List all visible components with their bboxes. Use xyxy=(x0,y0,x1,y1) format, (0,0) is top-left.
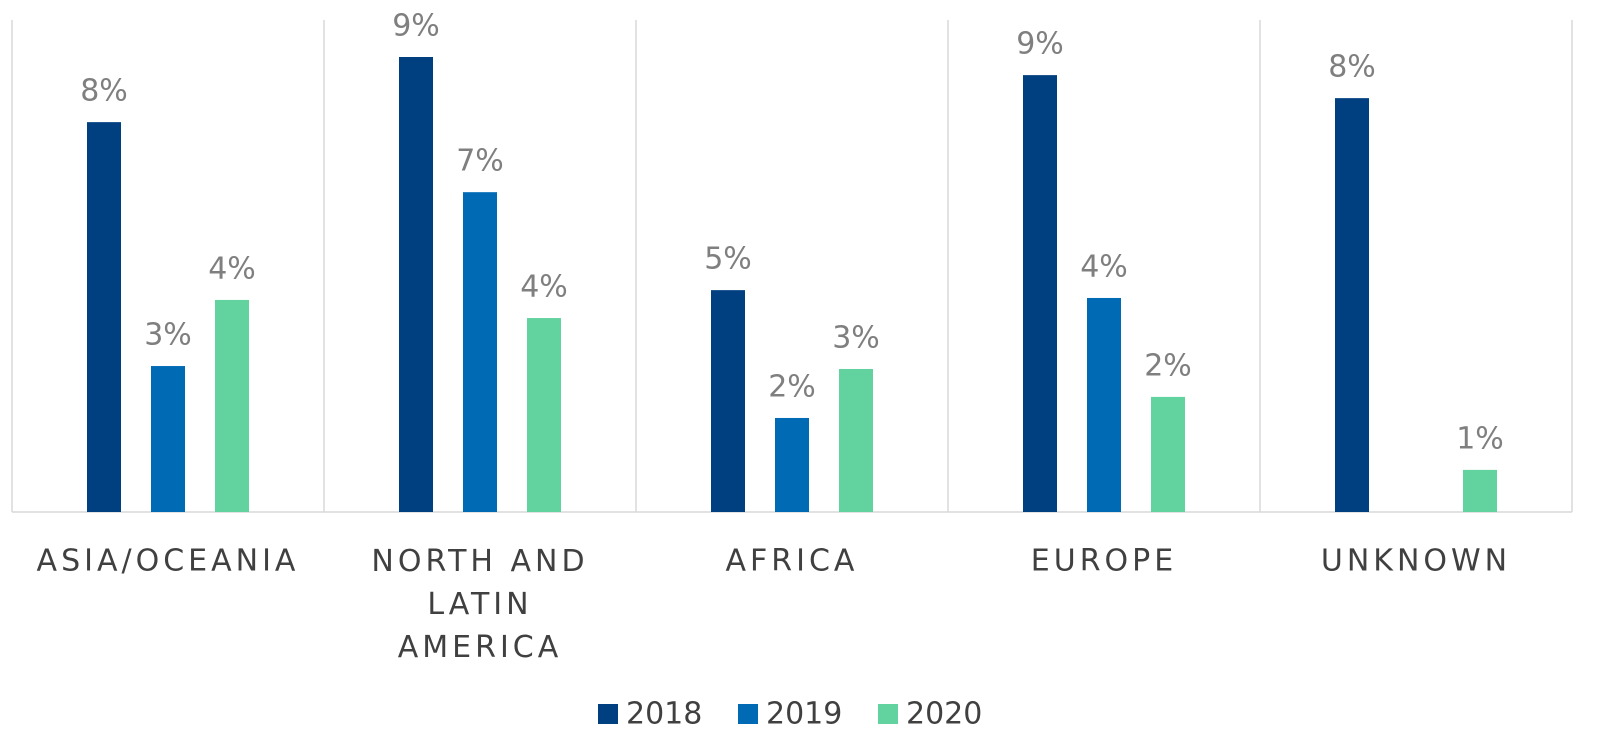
data-label: 7% xyxy=(456,144,504,179)
bar xyxy=(151,366,185,512)
legend-swatch xyxy=(598,704,618,724)
legend-label: 2019 xyxy=(766,697,842,732)
bar xyxy=(463,192,497,512)
data-label: 4% xyxy=(208,251,256,286)
data-label: 3% xyxy=(144,318,192,353)
bar xyxy=(1023,75,1057,512)
x-tick-label: AFRICA xyxy=(726,544,859,579)
data-label: 9% xyxy=(1016,27,1064,62)
bar xyxy=(1335,98,1369,512)
bar xyxy=(399,57,433,512)
data-label: 4% xyxy=(520,270,568,305)
data-label: 2% xyxy=(768,369,816,404)
data-label: 8% xyxy=(80,74,128,109)
x-tick-label: EUROPE xyxy=(1031,544,1177,579)
data-label: 2% xyxy=(1144,348,1192,383)
legend-swatch xyxy=(878,704,898,724)
bar xyxy=(87,122,121,512)
legend-label: 2020 xyxy=(906,697,982,732)
data-label: 9% xyxy=(392,9,440,44)
data-label: 3% xyxy=(832,320,880,355)
bar xyxy=(215,299,249,512)
bar xyxy=(839,368,873,512)
bar xyxy=(527,318,561,512)
bar xyxy=(775,417,809,512)
legend-swatch xyxy=(738,704,758,724)
bar xyxy=(1087,297,1121,512)
bar xyxy=(711,290,745,512)
x-tick-label: UNKNOWN xyxy=(1321,544,1511,579)
data-label: 4% xyxy=(1080,249,1128,284)
bar xyxy=(1151,396,1185,512)
x-tick-label: ASIA/OCEANIA xyxy=(37,544,300,579)
data-label: 5% xyxy=(704,242,752,277)
legend-label: 2018 xyxy=(626,697,702,732)
bar xyxy=(1463,469,1497,512)
data-label: 8% xyxy=(1328,50,1376,85)
x-tick-label: NORTH AND LATIN AMERICA xyxy=(371,544,588,665)
data-label: 1% xyxy=(1456,421,1504,456)
